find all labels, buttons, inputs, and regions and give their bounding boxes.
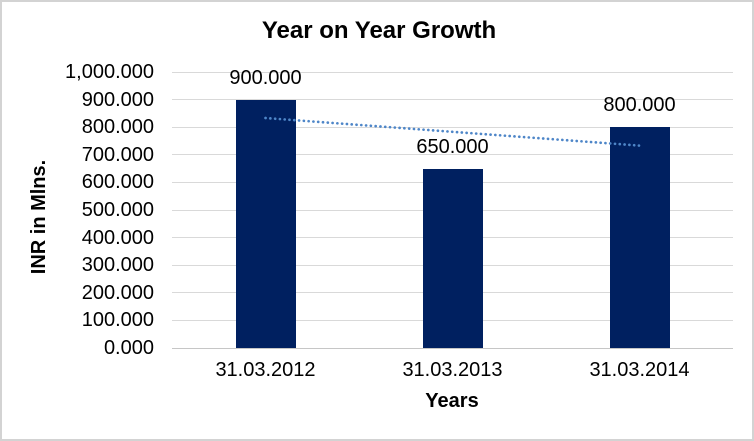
gridline <box>172 99 733 101</box>
y-tick-label: 1,000.000 <box>65 61 154 83</box>
y-tick-label: 500.000 <box>81 199 154 221</box>
y-tick-label: 100.000 <box>81 309 154 332</box>
gridline <box>172 71 733 73</box>
x-axis-line <box>172 347 733 349</box>
y-tick-label: 600.000 <box>81 171 154 194</box>
y-tick-label: 400.000 <box>81 226 154 249</box>
x-tick-label: 31.03.2012 <box>215 359 316 381</box>
x-tick-label: 31.03.2014 <box>589 359 690 381</box>
bar-31.03.2014[interactable] <box>609 127 670 348</box>
y-tick-label: 200.000 <box>81 281 154 304</box>
y-tick-label: 0.000 <box>103 337 154 359</box>
x-axis-title: Years <box>425 390 479 412</box>
y-tick-label: 900.000 <box>81 88 154 111</box>
gridline <box>172 154 733 156</box>
data-label: 900.000 <box>229 66 302 89</box>
data-label: 650.000 <box>416 135 489 158</box>
x-tick-label: 31.03.2013 <box>402 359 503 381</box>
data-label: 800.000 <box>603 94 676 117</box>
bar-31.03.2013[interactable] <box>422 168 483 348</box>
y-tick-label: 800.000 <box>81 116 154 139</box>
chart-title: Year on Year Growth <box>261 17 497 44</box>
bar-31.03.2012[interactable] <box>235 99 296 348</box>
y-tick-label: 300.000 <box>81 254 154 277</box>
y-tick-label: 700.000 <box>81 143 154 166</box>
